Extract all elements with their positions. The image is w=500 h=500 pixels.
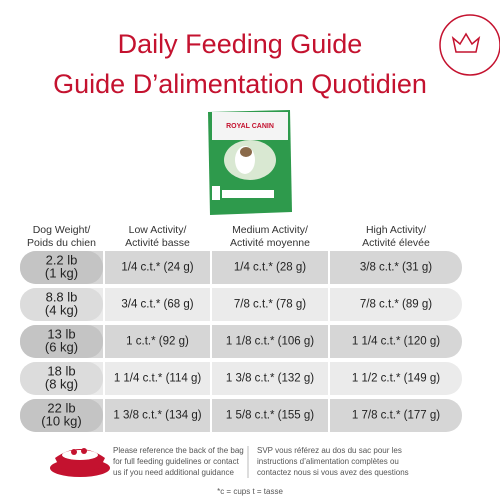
weight-cell [20, 362, 103, 395]
feeding-amount: 1 1/4 c.t.* (114 g) [114, 373, 202, 385]
feeding-amount: 1 5/8 c.t.* (155 g) [226, 410, 314, 422]
title-fr: Guide D’alimentation Quotidien [53, 69, 427, 99]
bowl-icon [50, 448, 110, 477]
note-en: Please reference the back of the bag [113, 446, 244, 455]
feeding-amount: 7/8 c.t.* (89 g) [360, 299, 432, 311]
weight-label: 22 lb [47, 400, 75, 415]
note-fr: contactez nous si vous avez des question… [257, 468, 409, 477]
column-header: Dog Weight/ [33, 224, 91, 236]
weight-cell [20, 288, 103, 321]
feeding-amount: 3/8 c.t.* (31 g) [360, 262, 432, 274]
feeding-amount: 1 1/8 c.t.* (106 g) [226, 336, 314, 348]
feeding-amount: 1/4 c.t.* (24 g) [121, 262, 193, 274]
feeding-amount: 1 3/8 c.t.* (132 g) [226, 373, 314, 385]
svg-text:ROYAL CANIN: ROYAL CANIN [226, 123, 274, 130]
logo-ring [439, 14, 500, 76]
weight-label: 13 lb [47, 326, 75, 341]
feeding-amount: 1 1/4 c.t.* (120 g) [352, 336, 440, 348]
weight-label: (8 kg) [45, 376, 78, 391]
weight-label: (4 kg) [45, 302, 78, 317]
weight-cell [20, 325, 103, 358]
weight-cell [20, 399, 103, 432]
column-header: Activité basse [125, 237, 190, 249]
weight-label: 18 lb [47, 363, 75, 378]
row-band [20, 251, 462, 284]
weight-label: 2.2 lb [46, 252, 78, 267]
feeding-amount: 1 7/8 c.t.* (177 g) [352, 410, 440, 422]
note-en: for full feeding guidelines or contact [113, 457, 240, 466]
weight-label: (1 kg) [45, 265, 78, 280]
note-fr: instructions d’alimentation complètes ou [257, 457, 399, 466]
legend: *c = cups t = tasse [217, 487, 283, 496]
row-band [20, 288, 462, 321]
weight-label: (6 kg) [45, 339, 78, 354]
weight-label: 8.8 lb [46, 289, 78, 304]
column-header: Activité moyenne [230, 237, 310, 249]
title-en: Daily Feeding Guide [118, 29, 363, 59]
feeding-amount: 1 c.t.* (92 g) [126, 336, 189, 348]
note-en: us if you need additional guidance [113, 468, 235, 477]
feeding-amount: 1 3/8 c.t.* (134 g) [113, 410, 201, 422]
column-header: Activité élevée [362, 237, 430, 249]
product-bag: ROYAL CANIN [208, 110, 292, 215]
column-header: Medium Activity/ [232, 224, 308, 236]
column-header: Low Activity/ [129, 224, 187, 236]
column-header: High Activity/ [366, 224, 426, 236]
row-band [20, 399, 462, 432]
feeding-amount: 7/8 c.t.* (78 g) [234, 299, 306, 311]
row-band [20, 362, 462, 395]
logo-crown [451, 32, 481, 53]
weight-cell [20, 251, 103, 284]
feeding-amount: 1/4 c.t.* (28 g) [234, 262, 306, 274]
weight-label: (10 kg) [41, 413, 81, 428]
row-band [20, 325, 462, 358]
feeding-amount: 3/4 c.t.* (68 g) [121, 299, 193, 311]
column-header: Poids du chien [27, 237, 96, 249]
note-fr: SVP vous référez au dos du sac pour les [257, 446, 402, 455]
feeding-amount: 1 1/2 c.t.* (149 g) [352, 373, 440, 385]
